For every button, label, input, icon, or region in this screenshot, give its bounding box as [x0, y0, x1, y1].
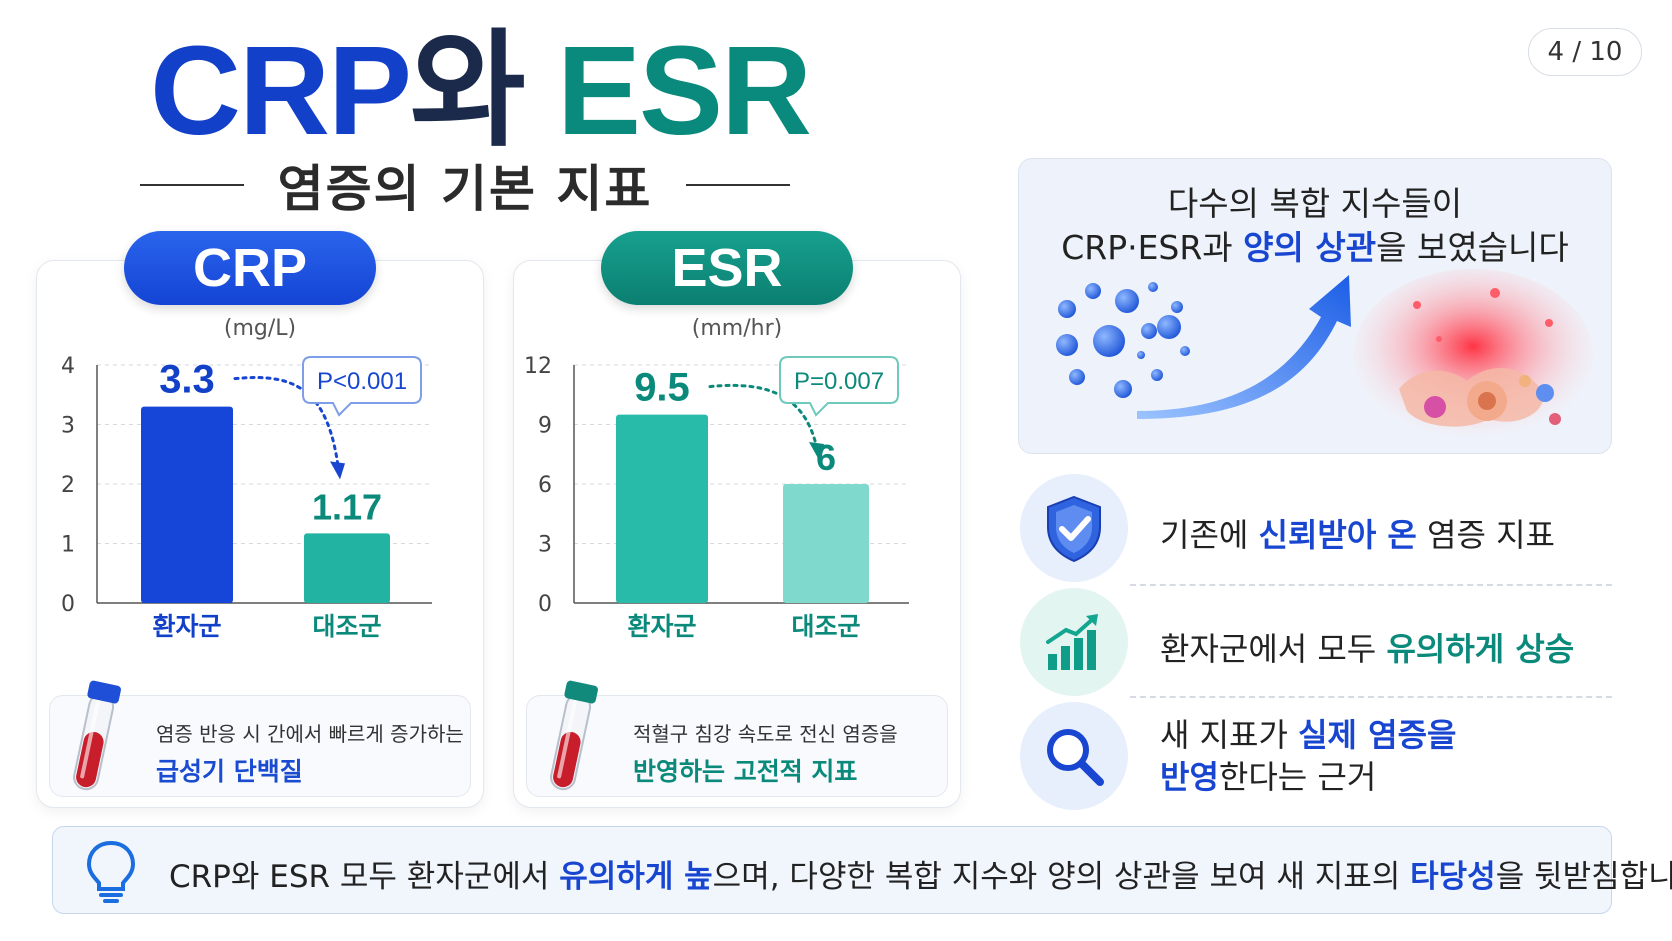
subtitle-right-rule [685, 184, 790, 186]
bar-value-label: 3.3 [159, 358, 215, 402]
x-category-label: 환자군 [152, 612, 221, 641]
crp-info-box: 염증 반응 시 간에서 빠르게 증가하는 급성기 단백질 [49, 680, 471, 797]
crp-pill: CRP [124, 231, 376, 305]
correlation-highlight: 양의 상관 [1243, 228, 1377, 267]
correlation-line2-post: 을 보였습니다 [1376, 228, 1569, 267]
correlation-line2: CRP·ESR과 양의 상관을 보였습니다 [1019, 221, 1611, 269]
page-title: CRP와 ESR [150, 28, 812, 154]
feature-text-highlight: 유의하게 상승 [1386, 630, 1575, 668]
bar-patient [141, 406, 233, 603]
correlation-box: 다수의 복합 지수들이 CRP·ESR과 양의 상관을 보였습니다 [1018, 158, 1612, 454]
feature-text-pre: 기존에 [1160, 516, 1259, 554]
feature-row-trusted: 기존에 신뢰받아 온 염증 지표 [1018, 474, 1612, 584]
bar-control [783, 484, 869, 603]
esr-card: ESR (mm/hr) 0 3 6 9 12 9.5 환자군 6 대조군 P=0.007 적혈구 … [513, 231, 961, 808]
y-tick-label: 0 [538, 592, 552, 617]
feature-divider [1130, 584, 1612, 586]
feature-text-evidence-line1: 새 지표가 실제 염증을 [1160, 710, 1456, 756]
feature-text-highlight: 신뢰받아 온 [1258, 516, 1417, 554]
correlation-line1: 다수의 복합 지수들이 [1167, 184, 1463, 223]
feature-text-trusted: 기존에 신뢰받아 온 염증 지표 [1160, 510, 1555, 556]
trend-arrowhead [330, 461, 345, 480]
y-tick-label: 4 [61, 354, 75, 379]
particles-icon [1056, 282, 1190, 398]
bar-growth-icon [1020, 588, 1128, 696]
correlation-line2-pre: CRP·ESR과 [1061, 228, 1244, 267]
y-tick-label: 12 [524, 354, 552, 379]
x-category-label: 대조군 [791, 612, 860, 641]
test-tube-icon [73, 680, 121, 791]
lightbulb-icon [86, 840, 136, 903]
p-value-callout [302, 356, 422, 417]
crp-card: CRP (mg/L) 0 1 2 3 4 3.3 환자군 1.17 대조군 P<0.001 염증 … [36, 231, 484, 808]
title-conjunction: 와 [410, 20, 557, 161]
p-value-callout [779, 356, 899, 417]
feature-text-pre: 환자군에서 모두 [1160, 630, 1387, 668]
bar-control [304, 533, 390, 603]
p-value-label: P=0.007 [794, 368, 884, 395]
title-crp: CRP [150, 20, 412, 161]
title-esr: ESR [556, 20, 812, 161]
crp-bar-chart: 0 1 2 3 4 3.3 환자군 1.17 대조군 P<0.001 [61, 354, 432, 641]
magnifier-icon [1020, 702, 1128, 810]
feature-text-pre: 새 지표가 [1160, 716, 1299, 754]
feature-row-evidence: 새 지표가 실제 염증을 반영한다는 근거 [1018, 702, 1612, 812]
summary-highlight: 유의하게 높 [559, 859, 713, 895]
y-tick-label: 9 [538, 414, 552, 439]
summary-text: CRP와 ESR 모두 환자군에서 유의하게 높으며, 다양한 복합 지수와 양… [169, 851, 1672, 896]
summary-highlight: 타당성 [1410, 859, 1496, 895]
summary-text-mid: 으며, 다양한 복합 지수와 양의 상관을 보여 새 지표의 [712, 859, 1411, 895]
x-category-label: 대조군 [312, 612, 381, 641]
feature-text-post: 한다는 근거 [1218, 758, 1377, 796]
upward-arrow-icon [1137, 275, 1351, 419]
shield-check-icon [1020, 474, 1128, 582]
esr-info-line1: 적혈구 침강 속도로 전신 염증을 [633, 722, 898, 746]
crp-unit: (mg/L) [223, 316, 297, 341]
esr-pill: ESR [601, 231, 853, 305]
bar-value-label: 9.5 [634, 366, 690, 410]
test-tube-icon [550, 680, 598, 791]
y-tick-label: 2 [61, 473, 75, 498]
y-tick-label: 0 [61, 592, 75, 617]
crp-info-line2: 급성기 단백질 [156, 757, 303, 786]
subtitle-left-rule [140, 184, 244, 186]
y-tick-label: 6 [538, 473, 552, 498]
feature-text-highlight: 반영 [1160, 758, 1219, 796]
esr-info-box: 적혈구 침강 속도로 전신 염증을 반영하는 고전적 지표 [526, 680, 948, 797]
esr-unit: (mm/hr) [691, 316, 783, 341]
crp-info-line1: 염증 반응 시 간에서 빠르게 증가하는 [156, 722, 464, 746]
page-subtitle: 염증의 기본 지표 [277, 160, 653, 218]
feature-text-post: 염증 지표 [1416, 516, 1555, 554]
feature-text-elevated: 환자군에서 모두 유의하게 상승 [1160, 624, 1574, 670]
esr-info-line2: 반영하는 고전적 지표 [633, 757, 858, 786]
bar-patient [616, 414, 708, 603]
feature-row-elevated: 환자군에서 모두 유의하게 상승 [1018, 588, 1612, 698]
feature-divider [1130, 696, 1612, 698]
y-tick-label: 3 [61, 414, 75, 439]
p-value-label: P<0.001 [317, 368, 407, 395]
bar-value-label: 1.17 [312, 486, 382, 527]
summary-text-pre: CRP와 ESR 모두 환자군에서 [169, 859, 560, 895]
summary-bar: CRP와 ESR 모두 환자군에서 유의하게 높으며, 다양한 복합 지수와 양… [52, 826, 1672, 914]
inflammation-icon [1353, 269, 1593, 441]
subtitle-row: 염증의 기본 지표 [140, 150, 790, 220]
feature-text-highlight: 실제 염증을 [1298, 716, 1457, 754]
summary-text-post: 을 뒷받침합니다. [1495, 859, 1672, 895]
correlation-illustration [1056, 269, 1593, 441]
y-tick-label: 1 [61, 533, 75, 558]
y-tick-label: 3 [538, 533, 552, 558]
feature-text-evidence-line2: 반영한다는 근거 [1160, 752, 1376, 798]
trend-arrowhead [809, 442, 824, 460]
page-indicator: 4 / 10 [1528, 28, 1642, 76]
x-category-label: 환자군 [627, 612, 696, 641]
